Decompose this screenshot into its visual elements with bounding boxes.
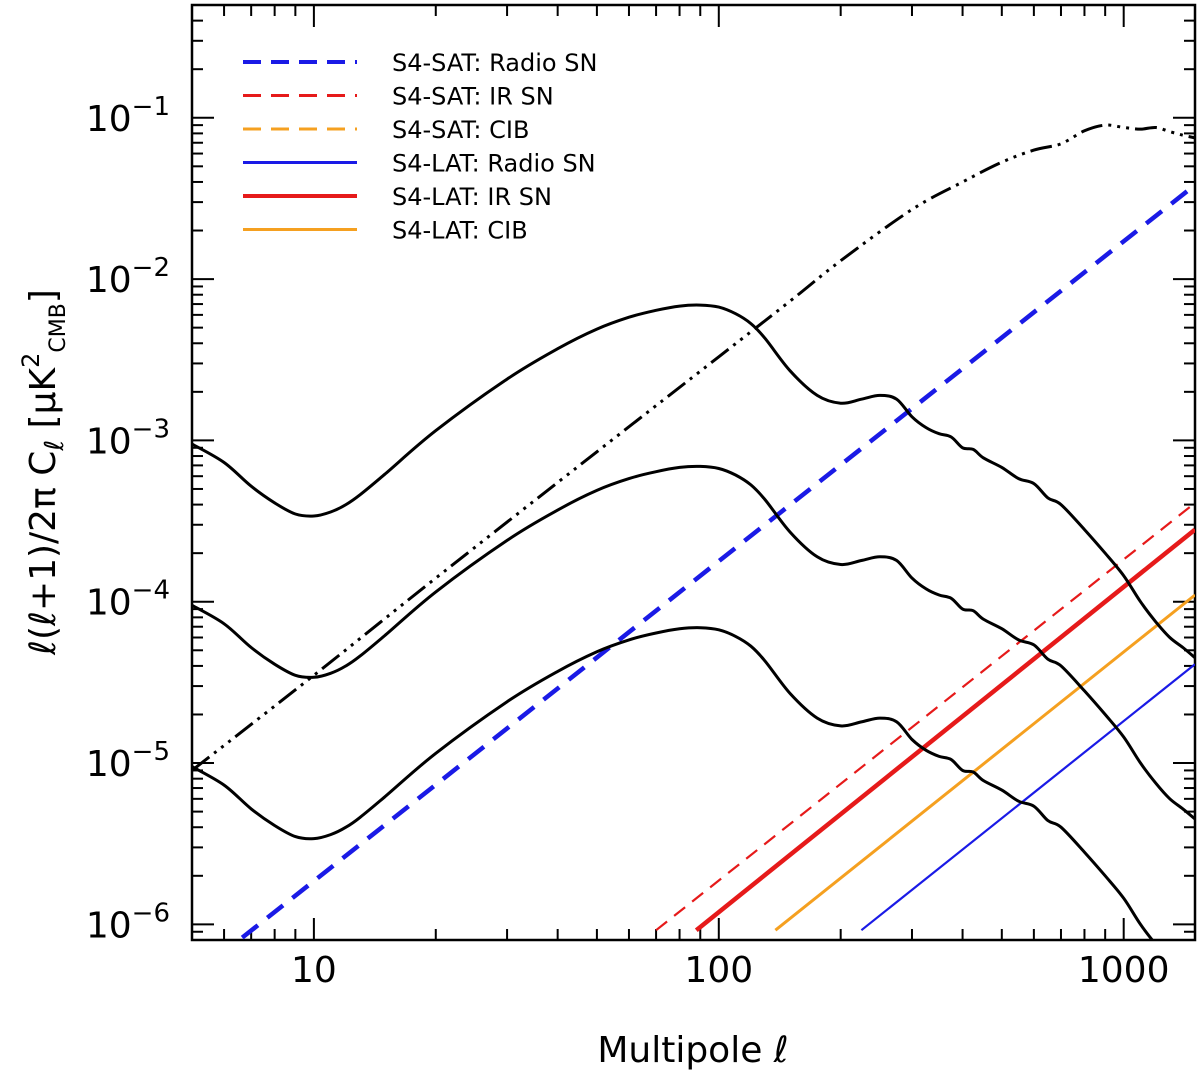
series-line-s4-lat-ir-sn [694, 527, 1195, 932]
legend-label-s4-sat-cib: S4-SAT: CIB [392, 116, 529, 144]
ticks: 10 100 1000 10−6 10−5 10−4 10−3 10−2 10−1 [86, 4, 1195, 991]
legend-label-s4-lat-ir-sn: S4-LAT: IR SN [392, 183, 552, 211]
legend: S4-SAT: Radio SN S4-SAT: IR SN S4-SAT: CIB… [243, 49, 597, 245]
y-tick-label: 10−2 [86, 253, 170, 301]
x-axis-label: Multipole ℓ [597, 1030, 788, 1071]
series-line-s4-lat-cib [774, 593, 1195, 932]
series [192, 123, 1195, 940]
x-tick-label: 1000 [1078, 950, 1170, 991]
x-tick-label: 10 [291, 950, 337, 991]
axis-labels: Multipole ℓ ℓ(ℓ+1)/2π Cℓ [μK2CMB] [17, 289, 789, 1071]
series-line-s4-sat-radio-sn [235, 183, 1195, 940]
series-line-primordial-b-mode-r-0-1 [192, 303, 1195, 659]
series-line-s4-sat-ir-sn [655, 502, 1195, 932]
legend-label-s4-lat-cib: S4-LAT: CIB [392, 217, 528, 245]
y-tick-label: 10−6 [86, 898, 170, 946]
series-line-primordial-b-mode-r-0-001 [192, 626, 1155, 940]
legend-label-s4-lat-radio-sn: S4-LAT: Radio SN [392, 150, 596, 178]
series-line-primordial-b-mode-r-0-01 [192, 464, 1195, 821]
y-tick-label: 10−1 [86, 92, 170, 140]
legend-label-s4-sat-ir-sn: S4-SAT: IR SN [392, 83, 554, 111]
series-line-lensing-b-mode [192, 123, 1195, 772]
y-axis-label: ℓ(ℓ+1)/2π Cℓ [μK2CMB] [17, 289, 71, 656]
legend-label-s4-sat-radio-sn: S4-SAT: Radio SN [392, 49, 597, 77]
y-tick-label: 10−3 [86, 414, 170, 462]
plot-frame [190, 3, 1197, 942]
y-tick-label: 10−4 [86, 576, 170, 624]
series-line-s4-lat-radio-sn [860, 663, 1195, 932]
x-tick-label: 100 [684, 950, 753, 991]
y-tick-label: 10−5 [86, 737, 170, 785]
